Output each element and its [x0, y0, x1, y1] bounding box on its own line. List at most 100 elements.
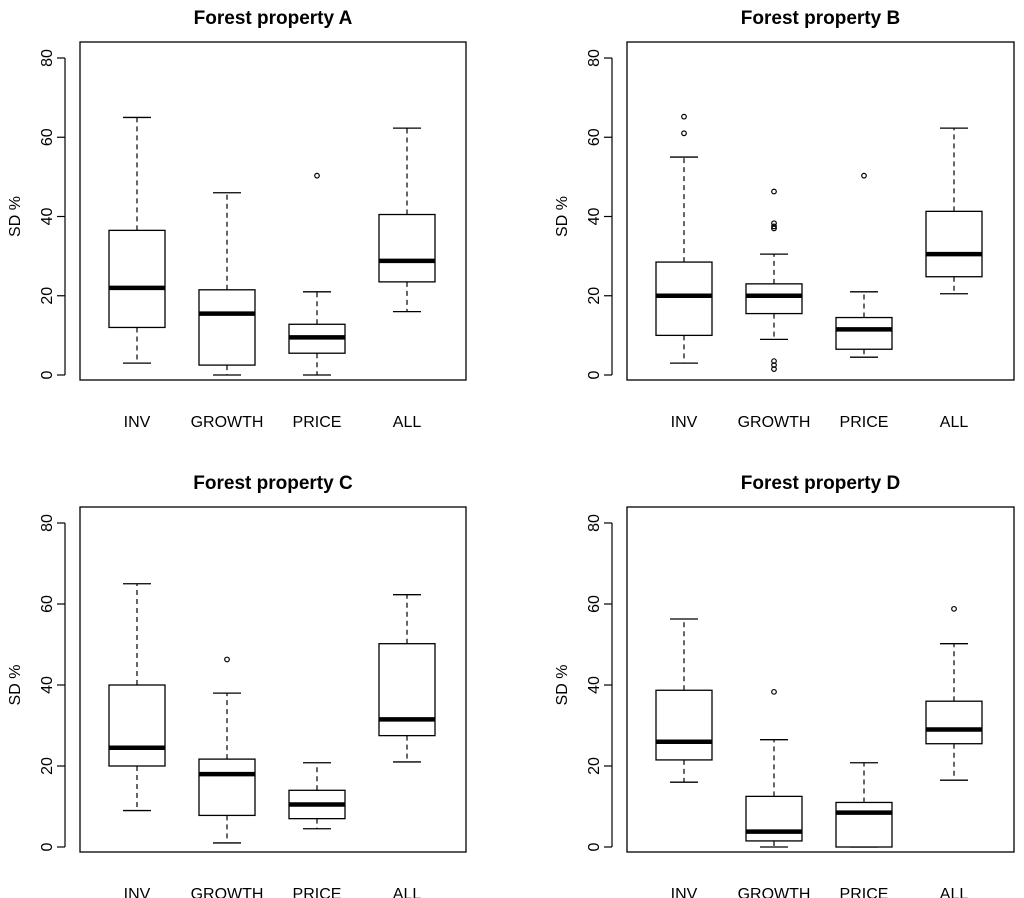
- y-tick-label: 60: [586, 595, 603, 613]
- plot-frame: [626, 506, 1015, 853]
- outlier-point: [771, 220, 777, 227]
- y-axis-label: SD %: [7, 665, 24, 706]
- outlier-point: [681, 113, 687, 120]
- iqr-box: [925, 700, 983, 745]
- box-all: ALL: [925, 127, 983, 431]
- iqr-box: [745, 795, 803, 842]
- box-all: ALL: [925, 605, 983, 898]
- outlier-point: [224, 656, 230, 663]
- y-tick-label: 20: [39, 757, 56, 775]
- x-tick-label: INV: [124, 886, 151, 898]
- y-axis: 0 20 40 60 80: [586, 49, 613, 379]
- y-tick-label: 80: [39, 49, 56, 67]
- x-tick-label: ALL: [940, 886, 969, 898]
- y-tick-label: 60: [586, 128, 603, 146]
- x-tick-label: INV: [671, 886, 698, 898]
- y-tick-label: 80: [586, 49, 603, 67]
- outlier-point: [771, 188, 777, 195]
- box-growth: GROWTH: [191, 656, 264, 898]
- plot-frame: [79, 506, 467, 853]
- box-price: PRICE: [835, 172, 893, 431]
- chart-title: Forest property A: [194, 8, 353, 29]
- box-inv: INV: [108, 116, 166, 431]
- box-inv: INV: [108, 583, 166, 898]
- x-tick-label: PRICE: [293, 886, 342, 898]
- iqr-box: [655, 689, 713, 761]
- iqr-box: [925, 210, 983, 278]
- box-price: PRICE: [835, 762, 893, 898]
- outlier-point: [951, 605, 957, 612]
- box-inv: INV: [655, 113, 713, 431]
- x-tick-label: ALL: [940, 414, 969, 431]
- y-tick-label: 0: [586, 842, 603, 851]
- chart-title: Forest property B: [741, 8, 900, 29]
- outlier-point: [771, 358, 777, 365]
- y-axis-label: SD %: [554, 665, 571, 706]
- y-tick-label: 40: [586, 676, 603, 694]
- outlier-point: [771, 223, 777, 230]
- iqr-box: [108, 229, 166, 329]
- box-growth: GROWTH: [738, 188, 811, 431]
- y-tick-label: 40: [39, 208, 56, 226]
- y-tick-label: 60: [39, 595, 56, 613]
- box-growth: GROWTH: [191, 192, 264, 431]
- x-tick-label: ALL: [393, 886, 422, 898]
- x-tick-label: PRICE: [293, 414, 342, 431]
- y-tick-label: 0: [39, 370, 56, 379]
- panel-forest-property-c: Forest property C 0 20 40 60 80 SD % INV GROWTH P…: [7, 473, 467, 898]
- plot-frame: [79, 41, 467, 381]
- iqr-box: [655, 261, 713, 337]
- y-tick-label: 40: [39, 676, 56, 694]
- x-tick-label: PRICE: [840, 414, 889, 431]
- box-price: PRICE: [288, 172, 346, 431]
- y-tick-label: 0: [586, 370, 603, 379]
- iqr-box: [378, 213, 436, 283]
- x-tick-label: GROWTH: [738, 886, 811, 898]
- box-growth: GROWTH: [738, 688, 811, 898]
- panel-forest-property-a: Forest property A 0 20 40 60 80 SD % INV GROWTH P…: [7, 8, 467, 431]
- x-tick-label: GROWTH: [738, 414, 811, 431]
- y-axis: 0 20 40 60 80: [39, 514, 66, 851]
- iqr-box: [835, 801, 893, 848]
- y-tick-label: 60: [39, 128, 56, 146]
- outlier-point: [771, 688, 777, 695]
- box-all: ALL: [378, 594, 436, 898]
- y-axis: 0 20 40 60 80: [586, 514, 613, 851]
- x-tick-label: GROWTH: [191, 886, 264, 898]
- panel-forest-property-b: Forest property B 0 20 40 60 80 SD % INV GROWTH P…: [554, 8, 1015, 431]
- iqr-box: [108, 684, 166, 767]
- y-axis: 0 20 40 60 80: [39, 49, 66, 379]
- y-tick-label: 20: [586, 757, 603, 775]
- outlier-point: [681, 130, 687, 137]
- plot-frame: [626, 41, 1015, 381]
- y-tick-label: 80: [586, 514, 603, 532]
- y-tick-label: 20: [39, 287, 56, 305]
- box-all: ALL: [378, 127, 436, 431]
- y-tick-label: 40: [586, 208, 603, 226]
- iqr-box: [198, 289, 256, 366]
- y-tick-label: 20: [586, 287, 603, 305]
- iqr-box: [198, 758, 256, 817]
- y-axis-label: SD %: [554, 196, 571, 237]
- chart-title: Forest property D: [741, 473, 900, 494]
- chart-title: Forest property C: [193, 473, 353, 494]
- box-price: PRICE: [288, 762, 346, 898]
- x-tick-label: GROWTH: [191, 414, 264, 431]
- panel-forest-property-d: Forest property D 0 20 40 60 80 SD % INV GROWTH P…: [554, 473, 1015, 898]
- y-tick-label: 80: [39, 514, 56, 532]
- outlier-point: [771, 362, 777, 368]
- iqr-box: [835, 316, 893, 350]
- y-tick-label: 0: [39, 842, 56, 851]
- y-axis-label: SD %: [7, 196, 24, 237]
- x-tick-label: ALL: [393, 414, 422, 431]
- outlier-point: [861, 172, 867, 179]
- iqr-box: [745, 283, 803, 315]
- x-tick-label: INV: [671, 414, 698, 431]
- outlier-point: [771, 366, 777, 372]
- x-tick-label: PRICE: [840, 886, 889, 898]
- outlier-point: [314, 172, 320, 179]
- iqr-box: [378, 643, 436, 737]
- box-inv: INV: [655, 618, 713, 898]
- x-tick-label: INV: [124, 414, 151, 431]
